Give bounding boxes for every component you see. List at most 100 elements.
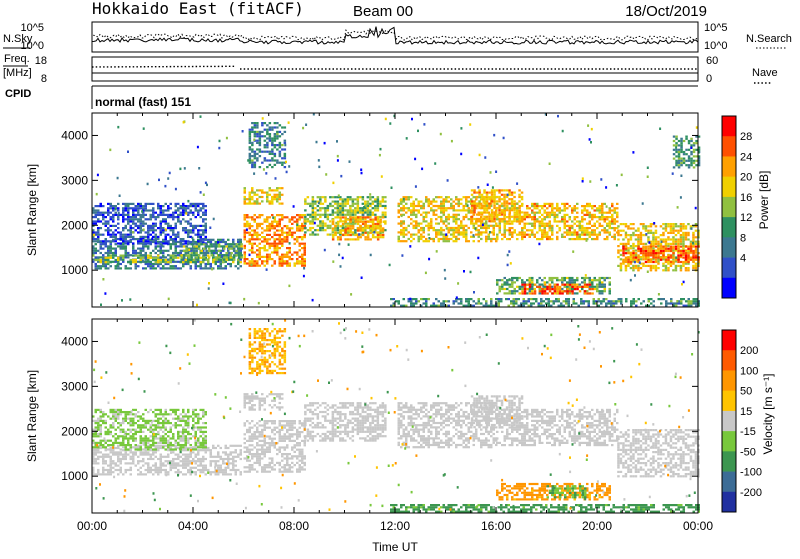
- heatmap-cell: [357, 209, 360, 211]
- heatmap-cell: [205, 267, 208, 269]
- heatmap-cell: [95, 220, 98, 222]
- heatmap-cell: [192, 261, 195, 263]
- heatmap-cell: [266, 243, 269, 245]
- heatmap-cell: [271, 153, 274, 155]
- heatmap-cell: [367, 227, 370, 229]
- heatmap-cell: [425, 300, 428, 302]
- heatmap-cell: [357, 196, 360, 198]
- heatmap-cell: [574, 223, 577, 225]
- heatmap-cell: [695, 140, 698, 142]
- heatmap-cell: [304, 247, 307, 249]
- heatmap-cell: [258, 302, 260, 305]
- heatmap-cell: [377, 207, 380, 209]
- heatmap-cell: [160, 259, 163, 261]
- heatmap-cell: [170, 255, 173, 257]
- heatmap-cell: [428, 229, 431, 231]
- heatmap-cell: [271, 142, 274, 144]
- heatmap-cell: [410, 305, 413, 307]
- heatmap-cell: [160, 223, 163, 225]
- heatmap-cell: [606, 223, 609, 225]
- heatmap-cell: [240, 241, 243, 243]
- heatmap-cell: [281, 238, 284, 240]
- heatmap-cell: [256, 225, 259, 227]
- heatmap-cell: [594, 231, 597, 233]
- heatmap-cell: [455, 229, 458, 231]
- heatmap-cell: [160, 209, 163, 211]
- heatmap-cell: [583, 302, 586, 304]
- heatmap-cell: [506, 209, 509, 211]
- heatmap-cell: [155, 225, 158, 227]
- heatmap-cell: [349, 221, 352, 223]
- heatmap-cell: [620, 243, 623, 245]
- heatmap-cell: [269, 187, 272, 189]
- heatmap-cell: [112, 205, 115, 207]
- heatmap-cell: [398, 223, 401, 225]
- heatmap-cell: [274, 189, 277, 191]
- heatmap-cell: [373, 231, 375, 234]
- heatmap-cell: [672, 249, 675, 251]
- heatmap-cell: [197, 240, 200, 242]
- heatmap-cell: [279, 234, 282, 236]
- heatmap-cell: [473, 200, 476, 202]
- heatmap-cell: [291, 223, 294, 225]
- heatmap-cell: [276, 254, 279, 256]
- heatmap-cell: [526, 205, 529, 207]
- heatmap-cell: [478, 236, 481, 238]
- heatmap-cell: [433, 229, 436, 231]
- heatmap-cell: [185, 248, 188, 250]
- heatmap-cell: [254, 126, 257, 128]
- heatmap-cell: [680, 164, 683, 166]
- heatmap-cell: [157, 227, 160, 229]
- heatmap-cell: [162, 220, 165, 222]
- heatmap-cell: [269, 225, 272, 227]
- heatmap-cell: [100, 234, 103, 236]
- heatmap-cell: [690, 259, 693, 261]
- heatmap-cell: [120, 214, 123, 216]
- heatmap-cell: [463, 196, 466, 198]
- heatmap-cell: [660, 252, 663, 254]
- heatmap-cell: [503, 218, 506, 220]
- heatmap-cell: [177, 203, 180, 205]
- heatmap-cell: [565, 298, 568, 300]
- heatmap-cell: [578, 305, 581, 307]
- heatmap-cell: [548, 298, 551, 300]
- heatmap-cell: [157, 214, 160, 216]
- heatmap-cell: [688, 149, 691, 151]
- heatmap-cell: [269, 243, 272, 245]
- heatmap-cell: [506, 196, 509, 198]
- heatmap-cell: [286, 234, 289, 236]
- heatmap-cell: [205, 263, 208, 265]
- heatmap-cell: [659, 128, 661, 131]
- heatmap-cell: [589, 236, 592, 238]
- heatmap-cell: [657, 263, 660, 265]
- heatmap-cell: [514, 288, 517, 290]
- heatmap-cell: [95, 252, 98, 254]
- heatmap-cell: [670, 227, 673, 229]
- heatmap-cell: [415, 214, 418, 216]
- heatmap-cell: [192, 227, 195, 229]
- heatmap-cell: [564, 236, 567, 238]
- heatmap-cell: [192, 229, 195, 231]
- heatmap-cell: [132, 209, 135, 211]
- heatmap-cell: [611, 236, 614, 238]
- heatmap-cell: [296, 258, 299, 260]
- heatmap-cell: [511, 220, 514, 222]
- heatmap-cell: [614, 238, 617, 240]
- heatmap-cell: [304, 258, 307, 260]
- heatmap-cell: [564, 207, 567, 209]
- heatmap-cell: [496, 214, 499, 216]
- heatmap-cell: [486, 194, 489, 196]
- heatmap-cell: [569, 279, 572, 281]
- heatmap-cell: [299, 225, 302, 227]
- heatmap-cell: [566, 229, 569, 231]
- heatmap-cell: [266, 216, 269, 218]
- heatmap-cell: [249, 238, 252, 240]
- heatmap-cell: [180, 240, 183, 242]
- heatmap-cell: [281, 164, 284, 166]
- heatmap-cell: [440, 227, 443, 229]
- heatmap-cell: [438, 231, 441, 233]
- heatmap-cell: [463, 270, 465, 273]
- heatmap-cell: [596, 238, 599, 240]
- heatmap-cell: [529, 281, 532, 283]
- heatmap-cell: [307, 214, 310, 216]
